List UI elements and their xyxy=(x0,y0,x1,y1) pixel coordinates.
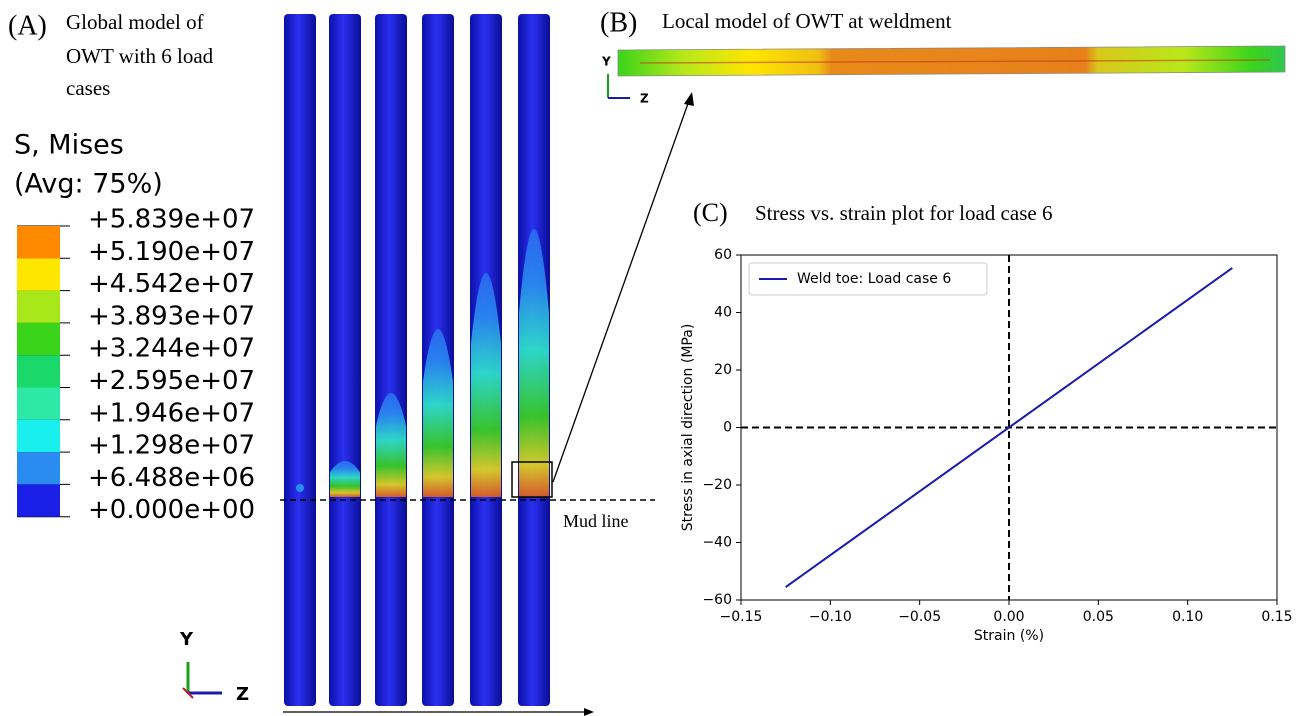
legend-swatch xyxy=(17,388,60,420)
chart: −0.15 −0.10 −0.05 0.00 0.05 0.10 0.15 −60 −40 −20… xyxy=(680,247,1293,644)
axis-label: Y xyxy=(601,55,611,69)
legend-swatch xyxy=(17,258,60,290)
legend-label: +4.542e+07 xyxy=(88,269,255,299)
chart-title: Stress vs. strain plot for load case 6 xyxy=(755,201,1052,225)
arrow-head xyxy=(584,708,594,716)
y-axis-label: Stress in axial direction (MPa) xyxy=(680,324,696,532)
caption: OWT with 6 load xyxy=(66,44,214,68)
y-tick-label: 0 xyxy=(723,420,732,436)
x-tick-label: 0.15 xyxy=(1261,609,1292,625)
contour-legend: +5.839e+07+5.190e+07+4.542e+07+3.893e+07… xyxy=(17,205,255,526)
axis-label: Z xyxy=(236,684,249,705)
panel-label: (B) xyxy=(600,7,637,38)
legend-swatch xyxy=(17,484,60,516)
arrow-head xyxy=(684,92,694,106)
legend-swatch xyxy=(17,355,60,387)
y-tick-label: 60 xyxy=(714,247,732,263)
legend-label: +5.839e+07 xyxy=(88,205,255,235)
y-tick-label: −60 xyxy=(702,592,732,608)
legend-swatch xyxy=(17,323,60,355)
x-tick-label: 0.00 xyxy=(993,609,1024,625)
triad: Y Z xyxy=(179,629,249,705)
x-tick-label: 0.05 xyxy=(1083,609,1114,625)
caption: cases xyxy=(66,76,110,100)
legend-label: +2.595e+07 xyxy=(88,366,255,396)
caption: Global model of xyxy=(66,10,204,34)
tube xyxy=(284,14,316,706)
legend-title: S, Mises xyxy=(14,130,124,161)
axis-label: Z xyxy=(640,92,649,106)
legend-label: +1.298e+07 xyxy=(88,431,255,461)
legend-swatch xyxy=(17,452,60,484)
figure: (A) Global model of OWT with 6 load case… xyxy=(0,0,1303,716)
legend-swatch xyxy=(17,226,60,258)
tube xyxy=(375,14,407,706)
x-axis-label: Strain (%) xyxy=(974,628,1044,644)
stress-spot xyxy=(296,484,304,492)
tubes xyxy=(284,14,550,706)
x-tick-label: 0.10 xyxy=(1172,609,1203,625)
legend-swatch xyxy=(17,291,60,323)
caption: Local model of OWT at weldment xyxy=(662,9,952,33)
zoom-arrow xyxy=(553,98,690,482)
y-tick-label: 40 xyxy=(714,305,732,321)
legend-title: (Avg: 75%) xyxy=(14,169,163,200)
y-tick-label: −40 xyxy=(702,535,732,551)
tube xyxy=(329,14,361,706)
panel-label: (A) xyxy=(8,10,47,41)
x-tick-label: −0.15 xyxy=(720,609,763,625)
legend-swatch xyxy=(17,420,60,452)
y-tick-label: −20 xyxy=(702,477,732,493)
axis-label: Y xyxy=(179,629,194,650)
legend-label: +3.244e+07 xyxy=(88,334,255,364)
legend-label: +5.190e+07 xyxy=(88,237,255,267)
legend-label: +6.488e+06 xyxy=(88,463,255,493)
y-tick-label: 20 xyxy=(714,362,732,378)
legend-label: +3.893e+07 xyxy=(88,301,255,331)
x-tick-label: −0.10 xyxy=(809,609,852,625)
x-tick-label: −0.05 xyxy=(898,609,941,625)
legend-label: +0.000e+00 xyxy=(88,495,255,525)
panel-label: (C) xyxy=(693,198,728,227)
legend-label: Weld toe: Load case 6 xyxy=(797,271,951,287)
mud-line-label: Mud line xyxy=(563,511,629,531)
legend-label: +1.946e+07 xyxy=(88,398,255,428)
